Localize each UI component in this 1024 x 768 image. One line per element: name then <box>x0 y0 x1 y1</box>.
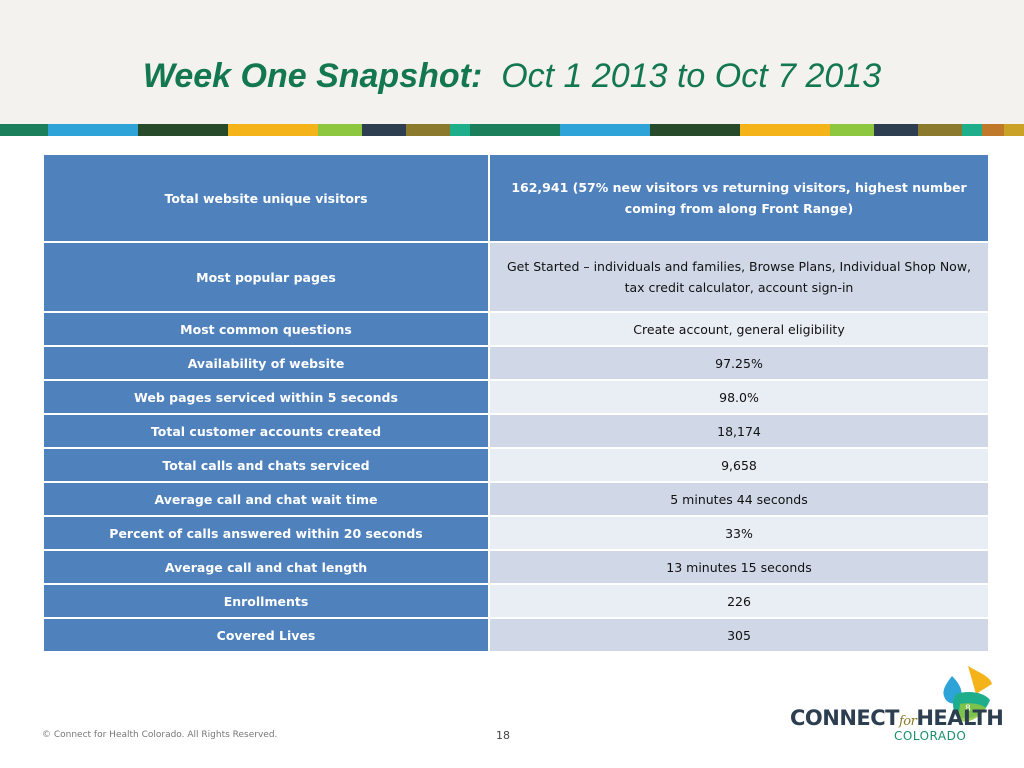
stripe-segment <box>962 124 982 136</box>
logo-badge-number: 8 <box>965 704 971 714</box>
color-stripe <box>0 124 1024 136</box>
row-label: Total customer accounts created <box>42 413 490 449</box>
table-row: Average call and chat wait time 5 minute… <box>42 481 990 517</box>
table-row: Enrollments 226 <box>42 583 990 619</box>
stripe-segment <box>228 124 318 136</box>
table-row: Total customer accounts created 18,174 <box>42 413 990 449</box>
slide-title-dates: Oct 1 2013 to Oct 7 2013 <box>501 57 882 95</box>
snapshot-table: Total website unique visitors 162,941 (5… <box>42 153 990 653</box>
row-value: 9,658 <box>488 447 990 483</box>
row-value: 98.0% <box>488 379 990 415</box>
row-value: 162,941 (57% new visitors vs returning v… <box>488 153 990 243</box>
row-value: 97.25% <box>488 345 990 381</box>
stripe-segment <box>138 124 228 136</box>
row-label: Total calls and chats serviced <box>42 447 490 483</box>
row-value: 305 <box>488 617 990 653</box>
table-row: Most common questions Create account, ge… <box>42 311 990 347</box>
table-row: Total website unique visitors 162,941 (5… <box>42 153 990 243</box>
stripe-segment <box>982 124 1004 136</box>
row-label: Most common questions <box>42 311 490 347</box>
logo-connect: CONNECT <box>790 706 900 730</box>
slide-title-bold: Week One Snapshot: <box>142 57 483 95</box>
row-value: 18,174 <box>488 413 990 449</box>
stripe-segment <box>830 124 874 136</box>
row-label: Average call and chat length <box>42 549 490 585</box>
row-label: Most popular pages <box>42 241 490 313</box>
footer-copyright: © Connect for Health Colorado. All Right… <box>42 730 278 740</box>
row-label: Total website unique visitors <box>42 153 490 243</box>
leaf-drop-icon <box>943 666 992 722</box>
row-label: Covered Lives <box>42 617 490 653</box>
row-label: Average call and chat wait time <box>42 481 490 517</box>
table-row: Most popular pages Get Started – individ… <box>42 241 990 313</box>
stripe-segment <box>48 124 138 136</box>
logo-colorado: COLORADO <box>894 729 967 743</box>
stripe-segment <box>0 124 48 136</box>
table-row: Total calls and chats serviced 9,658 <box>42 447 990 483</box>
row-value: Get Started – individuals and families, … <box>488 241 990 313</box>
row-value: 5 minutes 44 seconds <box>488 481 990 517</box>
stripe-segment <box>560 124 650 136</box>
table-row: Availability of website 97.25% <box>42 345 990 381</box>
row-value: 33% <box>488 515 990 551</box>
row-label: Web pages serviced within 5 seconds <box>42 379 490 415</box>
stripe-segment <box>318 124 362 136</box>
table-row: Covered Lives 305 <box>42 617 990 653</box>
table-row: Percent of calls answered within 20 seco… <box>42 515 990 551</box>
logo-health: HEALTH <box>916 706 1004 730</box>
logo-for: for <box>899 714 917 729</box>
row-value: 13 minutes 15 seconds <box>488 549 990 585</box>
row-value: 226 <box>488 583 990 619</box>
stripe-segment <box>362 124 406 136</box>
row-value: Create account, general eligibility <box>488 311 990 347</box>
row-label: Percent of calls answered within 20 seco… <box>42 515 490 551</box>
stripe-segment <box>740 124 830 136</box>
slide-title: Week One Snapshot: Oct 1 2013 to Oct 7 2… <box>0 52 1024 100</box>
stripe-segment <box>406 124 450 136</box>
stripe-segment <box>450 124 470 136</box>
header-band <box>0 0 1024 124</box>
page-number: 18 <box>496 729 510 742</box>
connect-for-health-logo: 8 CONNECTforHEALTH COLORADO <box>790 664 1004 746</box>
stripe-segment <box>874 124 918 136</box>
stripe-segment <box>918 124 962 136</box>
row-label: Enrollments <box>42 583 490 619</box>
stripe-segment <box>470 124 560 136</box>
stripe-segment <box>650 124 740 136</box>
stripe-segment <box>1004 124 1024 136</box>
logo-wordmark: CONNECTforHEALTH <box>790 706 1004 730</box>
table-row: Web pages serviced within 5 seconds 98.0… <box>42 379 990 415</box>
table-row: Average call and chat length 13 minutes … <box>42 549 990 585</box>
row-label: Availability of website <box>42 345 490 381</box>
